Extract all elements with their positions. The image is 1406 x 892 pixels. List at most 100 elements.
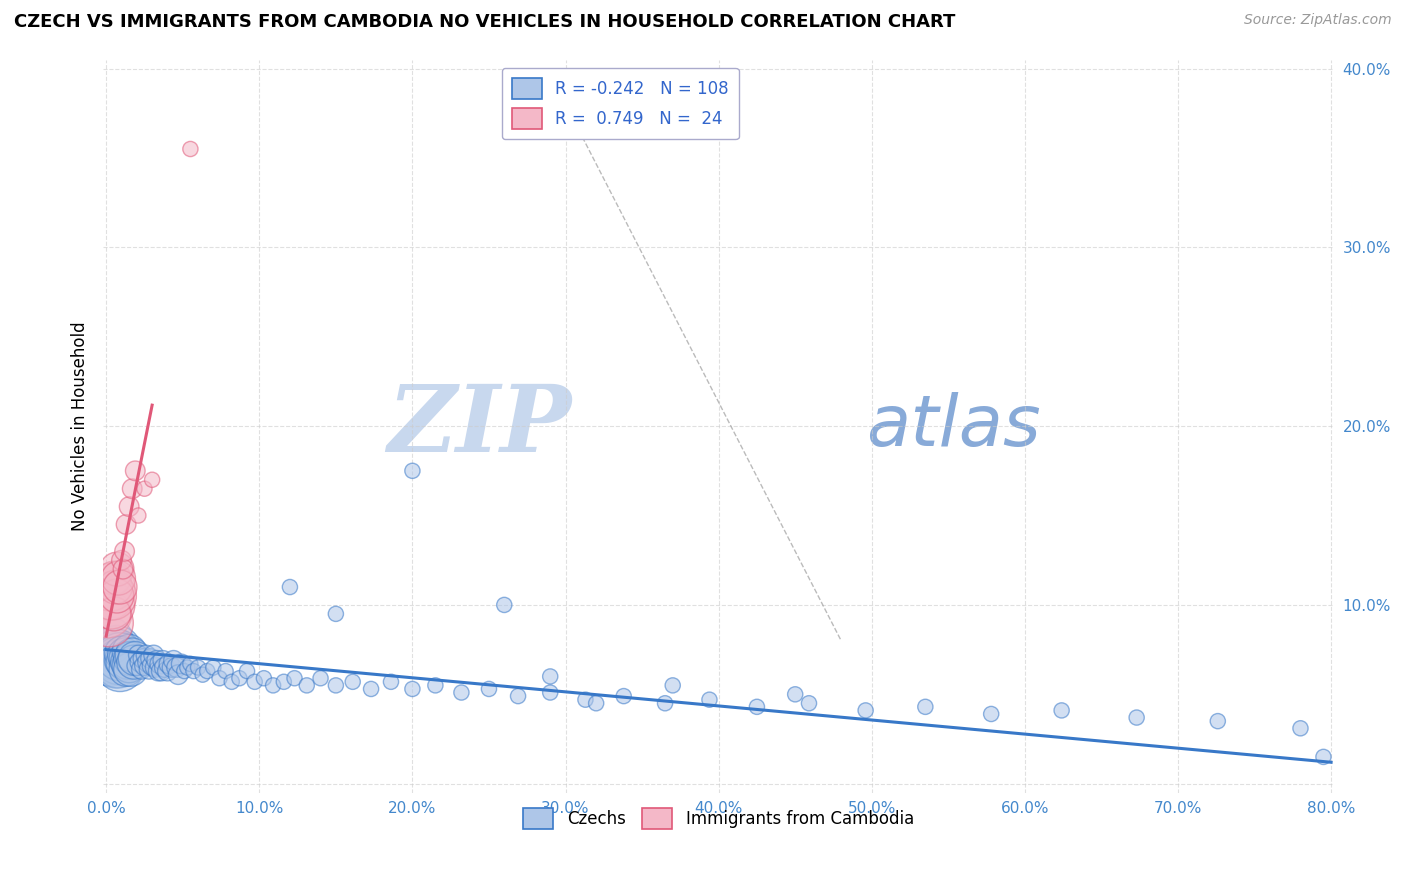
Point	[101, 589, 124, 603]
Point	[309, 671, 332, 685]
Point	[104, 657, 127, 671]
Text: Source: ZipAtlas.com: Source: ZipAtlas.com	[1244, 13, 1392, 28]
Point	[100, 655, 122, 669]
Point	[134, 658, 156, 673]
Point	[103, 571, 125, 585]
Point	[654, 696, 676, 710]
Point	[121, 648, 143, 662]
Point	[104, 580, 127, 594]
Point	[150, 664, 173, 678]
Point	[149, 657, 172, 671]
Point	[98, 615, 121, 630]
Point	[325, 678, 347, 692]
Point	[142, 648, 165, 662]
Point	[1289, 721, 1312, 735]
Point	[325, 607, 347, 621]
Point	[127, 508, 149, 523]
Point	[148, 664, 170, 678]
Y-axis label: No Vehicles in Household: No Vehicles in Household	[72, 321, 89, 531]
Point	[162, 653, 184, 667]
Point	[228, 671, 250, 685]
Point	[179, 657, 201, 671]
Text: atlas: atlas	[866, 392, 1040, 460]
Point	[127, 648, 149, 662]
Point	[179, 142, 201, 156]
Point	[110, 646, 132, 660]
Point	[153, 660, 176, 674]
Point	[124, 464, 146, 478]
Point	[236, 664, 259, 678]
Point	[1312, 750, 1334, 764]
Point	[105, 589, 128, 603]
Point	[115, 651, 138, 665]
Point	[107, 571, 129, 585]
Point	[120, 651, 142, 665]
Point	[157, 657, 180, 671]
Point	[103, 607, 125, 621]
Point	[97, 607, 120, 621]
Point	[295, 678, 318, 692]
Point	[135, 648, 157, 662]
Point	[156, 664, 179, 678]
Point	[170, 657, 193, 671]
Point	[114, 544, 136, 558]
Point	[187, 660, 209, 674]
Point	[139, 651, 162, 665]
Point	[108, 580, 131, 594]
Point	[195, 664, 218, 678]
Point	[100, 648, 122, 662]
Point	[100, 598, 122, 612]
Point	[167, 667, 190, 681]
Point	[101, 651, 124, 665]
Point	[120, 662, 142, 676]
Point	[585, 696, 607, 710]
Point	[173, 664, 195, 678]
Point	[101, 644, 124, 658]
Point	[914, 699, 936, 714]
Point	[214, 664, 236, 678]
Point	[176, 660, 198, 674]
Point	[141, 658, 163, 673]
Point	[125, 658, 148, 673]
Point	[191, 667, 214, 681]
Point	[1206, 714, 1229, 728]
Point	[797, 696, 820, 710]
Point	[105, 646, 128, 660]
Point	[538, 669, 561, 683]
Legend: Czechs, Immigrants from Cambodia: Czechs, Immigrants from Cambodia	[517, 801, 921, 836]
Point	[855, 703, 877, 717]
Point	[108, 660, 131, 674]
Point	[661, 678, 683, 692]
Point	[100, 580, 122, 594]
Point	[494, 598, 516, 612]
Point	[425, 678, 447, 692]
Point	[114, 648, 136, 662]
Point	[283, 671, 305, 685]
Point	[574, 692, 596, 706]
Point	[145, 653, 167, 667]
Point	[115, 662, 138, 676]
Point	[128, 655, 150, 669]
Point	[221, 674, 243, 689]
Point	[141, 473, 163, 487]
Point	[105, 642, 128, 657]
Point	[478, 681, 501, 696]
Point	[121, 482, 143, 496]
Point	[401, 464, 423, 478]
Point	[785, 687, 807, 701]
Point	[380, 674, 402, 689]
Point	[112, 562, 135, 576]
Point	[1050, 703, 1073, 717]
Point	[108, 649, 131, 664]
Point	[112, 655, 135, 669]
Point	[202, 660, 225, 674]
Point	[103, 646, 125, 660]
Point	[538, 685, 561, 699]
Point	[699, 692, 721, 706]
Point	[278, 580, 301, 594]
Point	[253, 671, 276, 685]
Point	[98, 633, 121, 648]
Point	[103, 653, 125, 667]
Point	[342, 674, 364, 689]
Point	[401, 681, 423, 696]
